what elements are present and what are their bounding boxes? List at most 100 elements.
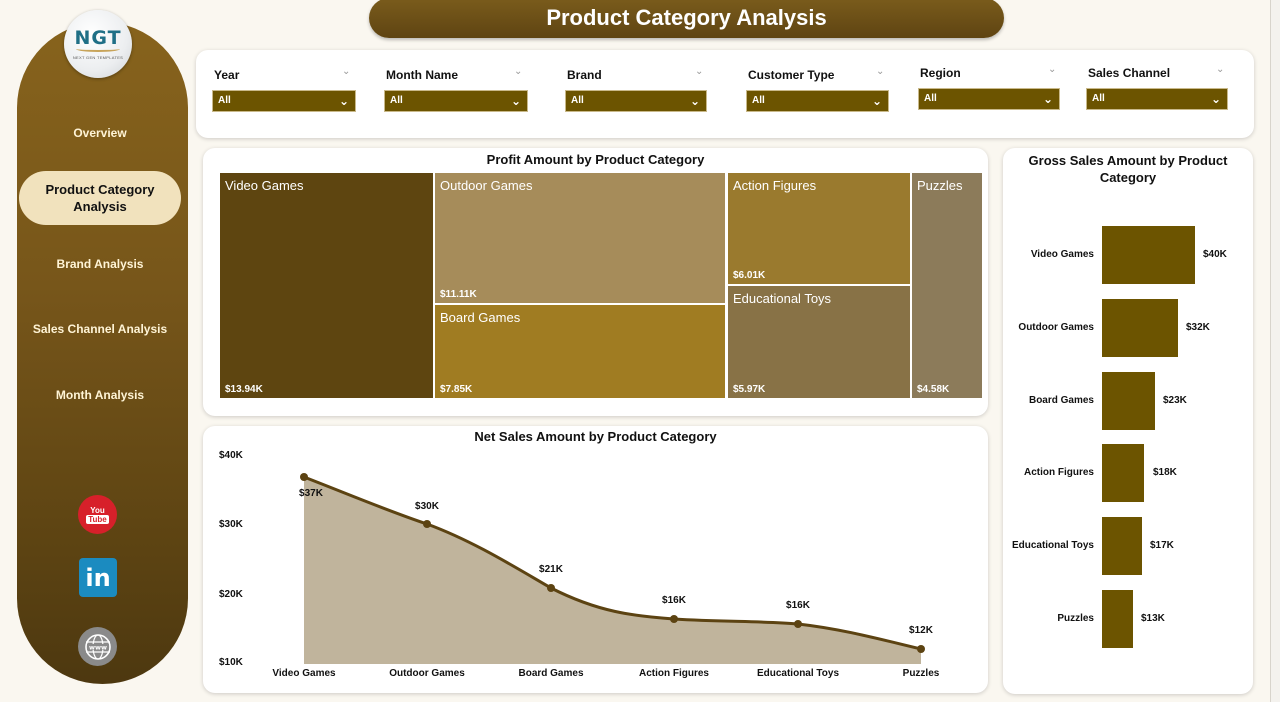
sidebar-item-brand-analysis[interactable]: Brand Analysis <box>56 257 144 271</box>
bar[interactable] <box>1102 590 1133 648</box>
tile-value: $7.85K <box>440 384 473 395</box>
y-axis-tick: $10K <box>219 657 243 668</box>
youtube-icon-top: You <box>90 505 105 515</box>
bar-row-action-figures: Action Figures $18K <box>1003 444 1253 502</box>
bar[interactable] <box>1102 226 1195 284</box>
y-axis-tick: $20K <box>219 589 243 600</box>
x-axis-tick: Puzzles <box>902 668 940 679</box>
filter-label: Sales Channel <box>1088 66 1171 80</box>
data-label: $37K <box>299 488 323 499</box>
region-dropdown[interactable]: All ⌄ <box>918 88 1060 110</box>
chevron-down-icon: ⌄ <box>871 94 882 108</box>
globe-icon: www <box>84 633 111 660</box>
bar-row-puzzles: Puzzles $13K <box>1003 590 1253 648</box>
data-label: $21K <box>539 564 563 575</box>
tile-value: $4.58K <box>917 384 950 395</box>
y-axis-tick: $40K <box>219 450 243 461</box>
x-axis-tick: Outdoor Games <box>389 668 465 679</box>
bar-label: Outdoor Games <box>1018 322 1094 333</box>
sidebar-item-month-analysis[interactable]: Month Analysis <box>55 388 145 402</box>
treemap-tile-outdoor-games[interactable]: Outdoor Games $11.11K <box>435 173 725 303</box>
filter-label: Month Name <box>386 68 458 82</box>
dropdown-value: All <box>924 93 937 104</box>
filter-label: Brand <box>567 68 602 82</box>
data-point[interactable] <box>917 645 925 653</box>
data-point[interactable] <box>423 520 431 528</box>
dropdown-value: All <box>390 95 403 106</box>
tile-label: Educational Toys <box>733 291 832 306</box>
dropdown-value: All <box>571 95 584 106</box>
area-plot <box>300 473 925 664</box>
sales-channel-dropdown[interactable]: All ⌄ <box>1086 88 1228 110</box>
tile-label: Video Games <box>225 178 304 193</box>
month-name-dropdown[interactable]: All ⌄ <box>384 90 528 112</box>
chevron-down-icon: ⌄ <box>689 94 700 108</box>
page-title: Product Category Analysis <box>369 0 1004 38</box>
area-fill <box>304 477 921 664</box>
filter-label: Region <box>920 66 961 80</box>
sidebar-item-overview[interactable]: Overview <box>73 126 127 140</box>
data-point[interactable] <box>300 473 308 481</box>
bar-label: Video Games <box>1030 249 1094 260</box>
x-axis-tick: Board Games <box>518 668 584 679</box>
linkedin-icon[interactable]: in <box>79 558 117 597</box>
chart-title: Profit Amount by Product Category <box>486 152 705 167</box>
tile-label: Outdoor Games <box>440 178 533 193</box>
globe-www-icon[interactable]: www <box>78 627 117 666</box>
sidebar-item-product-category-analysis[interactable]: Product Category Analysis <box>19 171 181 225</box>
tile-value: $11.11K <box>440 289 477 300</box>
bar[interactable] <box>1102 372 1155 430</box>
youtube-icon-bottom: Tube <box>86 514 109 524</box>
y-axis-tick: $30K <box>219 519 243 530</box>
chevron-down-icon[interactable]: ⌄ <box>342 66 351 77</box>
data-label: $16K <box>786 600 810 611</box>
bar[interactable] <box>1102 444 1144 502</box>
data-point[interactable] <box>670 615 678 623</box>
chevron-down-icon[interactable]: ⌄ <box>514 66 523 77</box>
bar-value: $40K <box>1203 249 1227 260</box>
data-point[interactable] <box>794 620 802 628</box>
chart-title: Gross Sales Amount by Product Category <box>1028 153 1228 185</box>
chevron-down-icon[interactable]: ⌄ <box>1048 64 1057 75</box>
treemap-tile-educational-toys[interactable]: Educational Toys $5.97K <box>728 286 910 398</box>
sidebar-item-label: Product Category Analysis <box>45 182 155 214</box>
youtube-icon[interactable]: You Tube <box>78 495 117 534</box>
bar-value: $23K <box>1163 395 1187 406</box>
tile-label: Board Games <box>440 310 521 325</box>
year-dropdown[interactable]: All ⌄ <box>212 90 356 112</box>
treemap-tile-action-figures[interactable]: Action Figures $6.01K <box>728 173 910 284</box>
bar[interactable] <box>1102 299 1178 357</box>
chevron-down-icon[interactable]: ⌄ <box>695 66 704 77</box>
filter-panel: Year ⌄ All ⌄ Month Name ⌄ All ⌄ Brand ⌄ … <box>196 50 1254 138</box>
dropdown-value: All <box>218 95 231 106</box>
customer-type-dropdown[interactable]: All ⌄ <box>746 90 889 112</box>
gross-sales-bar-card: Gross Sales Amount by Product Category V… <box>1003 148 1253 694</box>
chevron-down-icon[interactable]: ⌄ <box>876 66 885 77</box>
line-series <box>303 475 922 651</box>
bar-label: Action Figures <box>1023 467 1094 478</box>
chevron-down-icon: ⌄ <box>510 94 521 108</box>
logo-text: NGT <box>74 26 122 49</box>
x-axis-tick: Video Games <box>272 668 336 679</box>
window-edge-divider <box>1270 0 1271 702</box>
bar-value: $18K <box>1153 467 1177 478</box>
chevron-down-icon: ⌄ <box>1210 92 1221 106</box>
sidebar-item-sales-channel-analysis[interactable]: Sales Channel Analysis <box>32 322 168 336</box>
bar-label: Puzzles <box>1057 613 1094 624</box>
chevron-down-icon[interactable]: ⌄ <box>1216 64 1225 75</box>
bar-label: Board Games <box>1028 395 1094 406</box>
treemap-tile-board-games[interactable]: Board Games $7.85K <box>435 305 725 398</box>
treemap-tile-puzzles[interactable]: Puzzles $4.58K <box>912 173 982 398</box>
bar-row-video-games: Video Games $40K <box>1003 226 1253 284</box>
dropdown-value: All <box>1092 93 1105 104</box>
bar[interactable] <box>1102 517 1142 575</box>
window-edge <box>1271 0 1280 702</box>
filter-label: Year <box>214 68 240 82</box>
data-point[interactable] <box>547 584 555 592</box>
filter-label: Customer Type <box>748 68 835 82</box>
svg-text:www: www <box>88 643 106 651</box>
brand-dropdown[interactable]: All ⌄ <box>565 90 707 112</box>
bar-value: $17K <box>1150 540 1174 551</box>
data-label: $12K <box>909 625 933 636</box>
treemap-tile-video-games[interactable]: Video Games $13.94K <box>220 173 433 398</box>
